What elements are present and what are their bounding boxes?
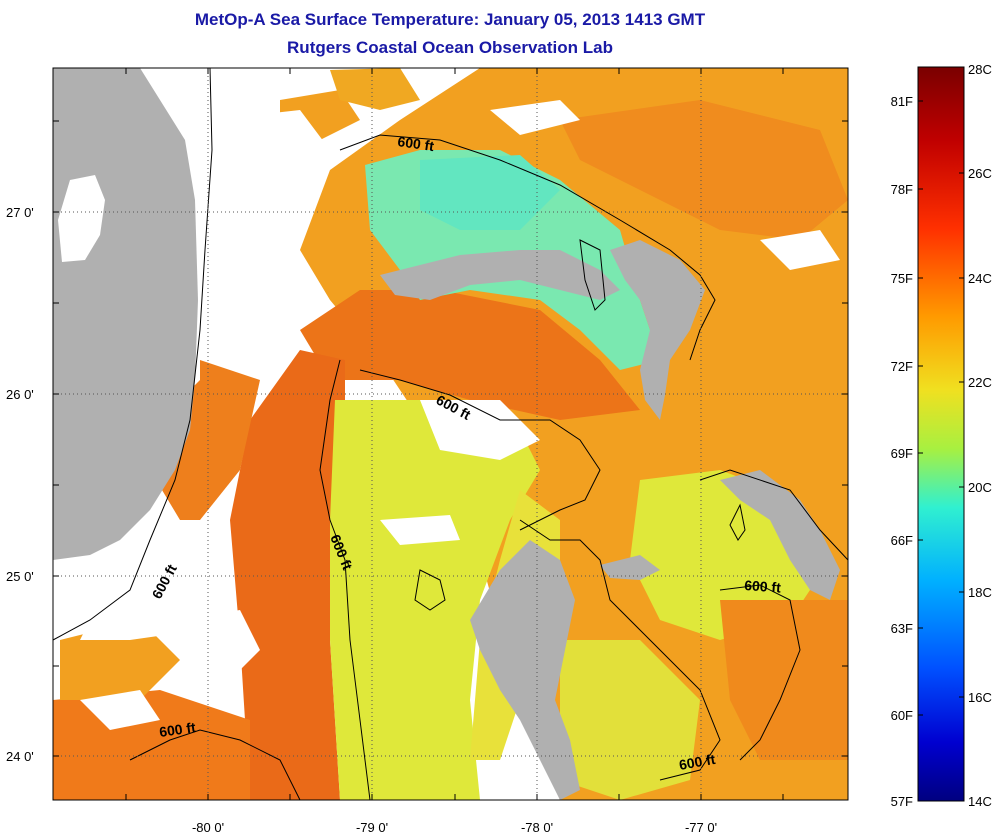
abaco-land bbox=[610, 240, 705, 420]
contour-label: 600 ft bbox=[397, 133, 436, 154]
colorbar-f-label: 60F bbox=[891, 708, 913, 723]
lon-label-79: -79 0' bbox=[356, 820, 388, 835]
map-title: MetOp-A Sea Surface Temperature: January… bbox=[194, 10, 706, 29]
colorbar-c-label: 22C bbox=[968, 375, 992, 390]
colorbar-f-label: 78F bbox=[891, 182, 913, 197]
colorbar-ticks bbox=[918, 100, 964, 716]
contour-label: 600 ft bbox=[158, 719, 197, 740]
colorbar-c-label: 26C bbox=[968, 166, 992, 181]
colorbar-c-label: 20C bbox=[968, 480, 992, 495]
colorbar-f-label: 81F bbox=[891, 94, 913, 109]
colorbar-c-label: 14C bbox=[968, 794, 992, 809]
lon-label-80: -80 0' bbox=[192, 820, 224, 835]
colorbar-c-label: 28C bbox=[968, 62, 992, 77]
lat-label-27: 27 0' bbox=[6, 205, 34, 220]
andros-land bbox=[470, 540, 580, 800]
grand-bahama-land bbox=[380, 250, 620, 300]
sst-field bbox=[53, 68, 848, 800]
colorbar-c-label: 16C bbox=[968, 690, 992, 705]
lat-label-25: 25 0' bbox=[6, 569, 34, 584]
map-subtitle: Rutgers Coastal Ocean Observation Lab bbox=[287, 38, 613, 57]
colorbar-f-label: 75F bbox=[891, 271, 913, 286]
colorbar-c-label: 24C bbox=[968, 271, 992, 286]
lon-label-78: -78 0' bbox=[521, 820, 553, 835]
contour-label: 600 ft bbox=[678, 751, 717, 773]
map-border bbox=[52, 67, 849, 801]
lon-label-77: -77 0' bbox=[685, 820, 717, 835]
lake-okeechobee bbox=[58, 175, 105, 262]
contour-label: 600 ft bbox=[744, 577, 782, 596]
new-providence-land bbox=[600, 555, 660, 580]
depth-contours bbox=[53, 68, 848, 800]
eleuthera-land bbox=[720, 470, 840, 600]
colorbar bbox=[917, 66, 965, 802]
lat-label-24: 24 0' bbox=[6, 749, 34, 764]
colorbar-f-label: 72F bbox=[891, 359, 913, 374]
grid-lines bbox=[53, 68, 848, 800]
colorbar-f-label: 63F bbox=[891, 621, 913, 636]
colorbar-f-label: 66F bbox=[891, 533, 913, 548]
colorbar-f-label: 57F bbox=[891, 794, 913, 809]
colorbar-c-label: 18C bbox=[968, 585, 992, 600]
axis-ticks bbox=[53, 68, 848, 800]
colorbar-f-label: 69F bbox=[891, 446, 913, 461]
lat-label-26: 26 0' bbox=[6, 387, 34, 402]
